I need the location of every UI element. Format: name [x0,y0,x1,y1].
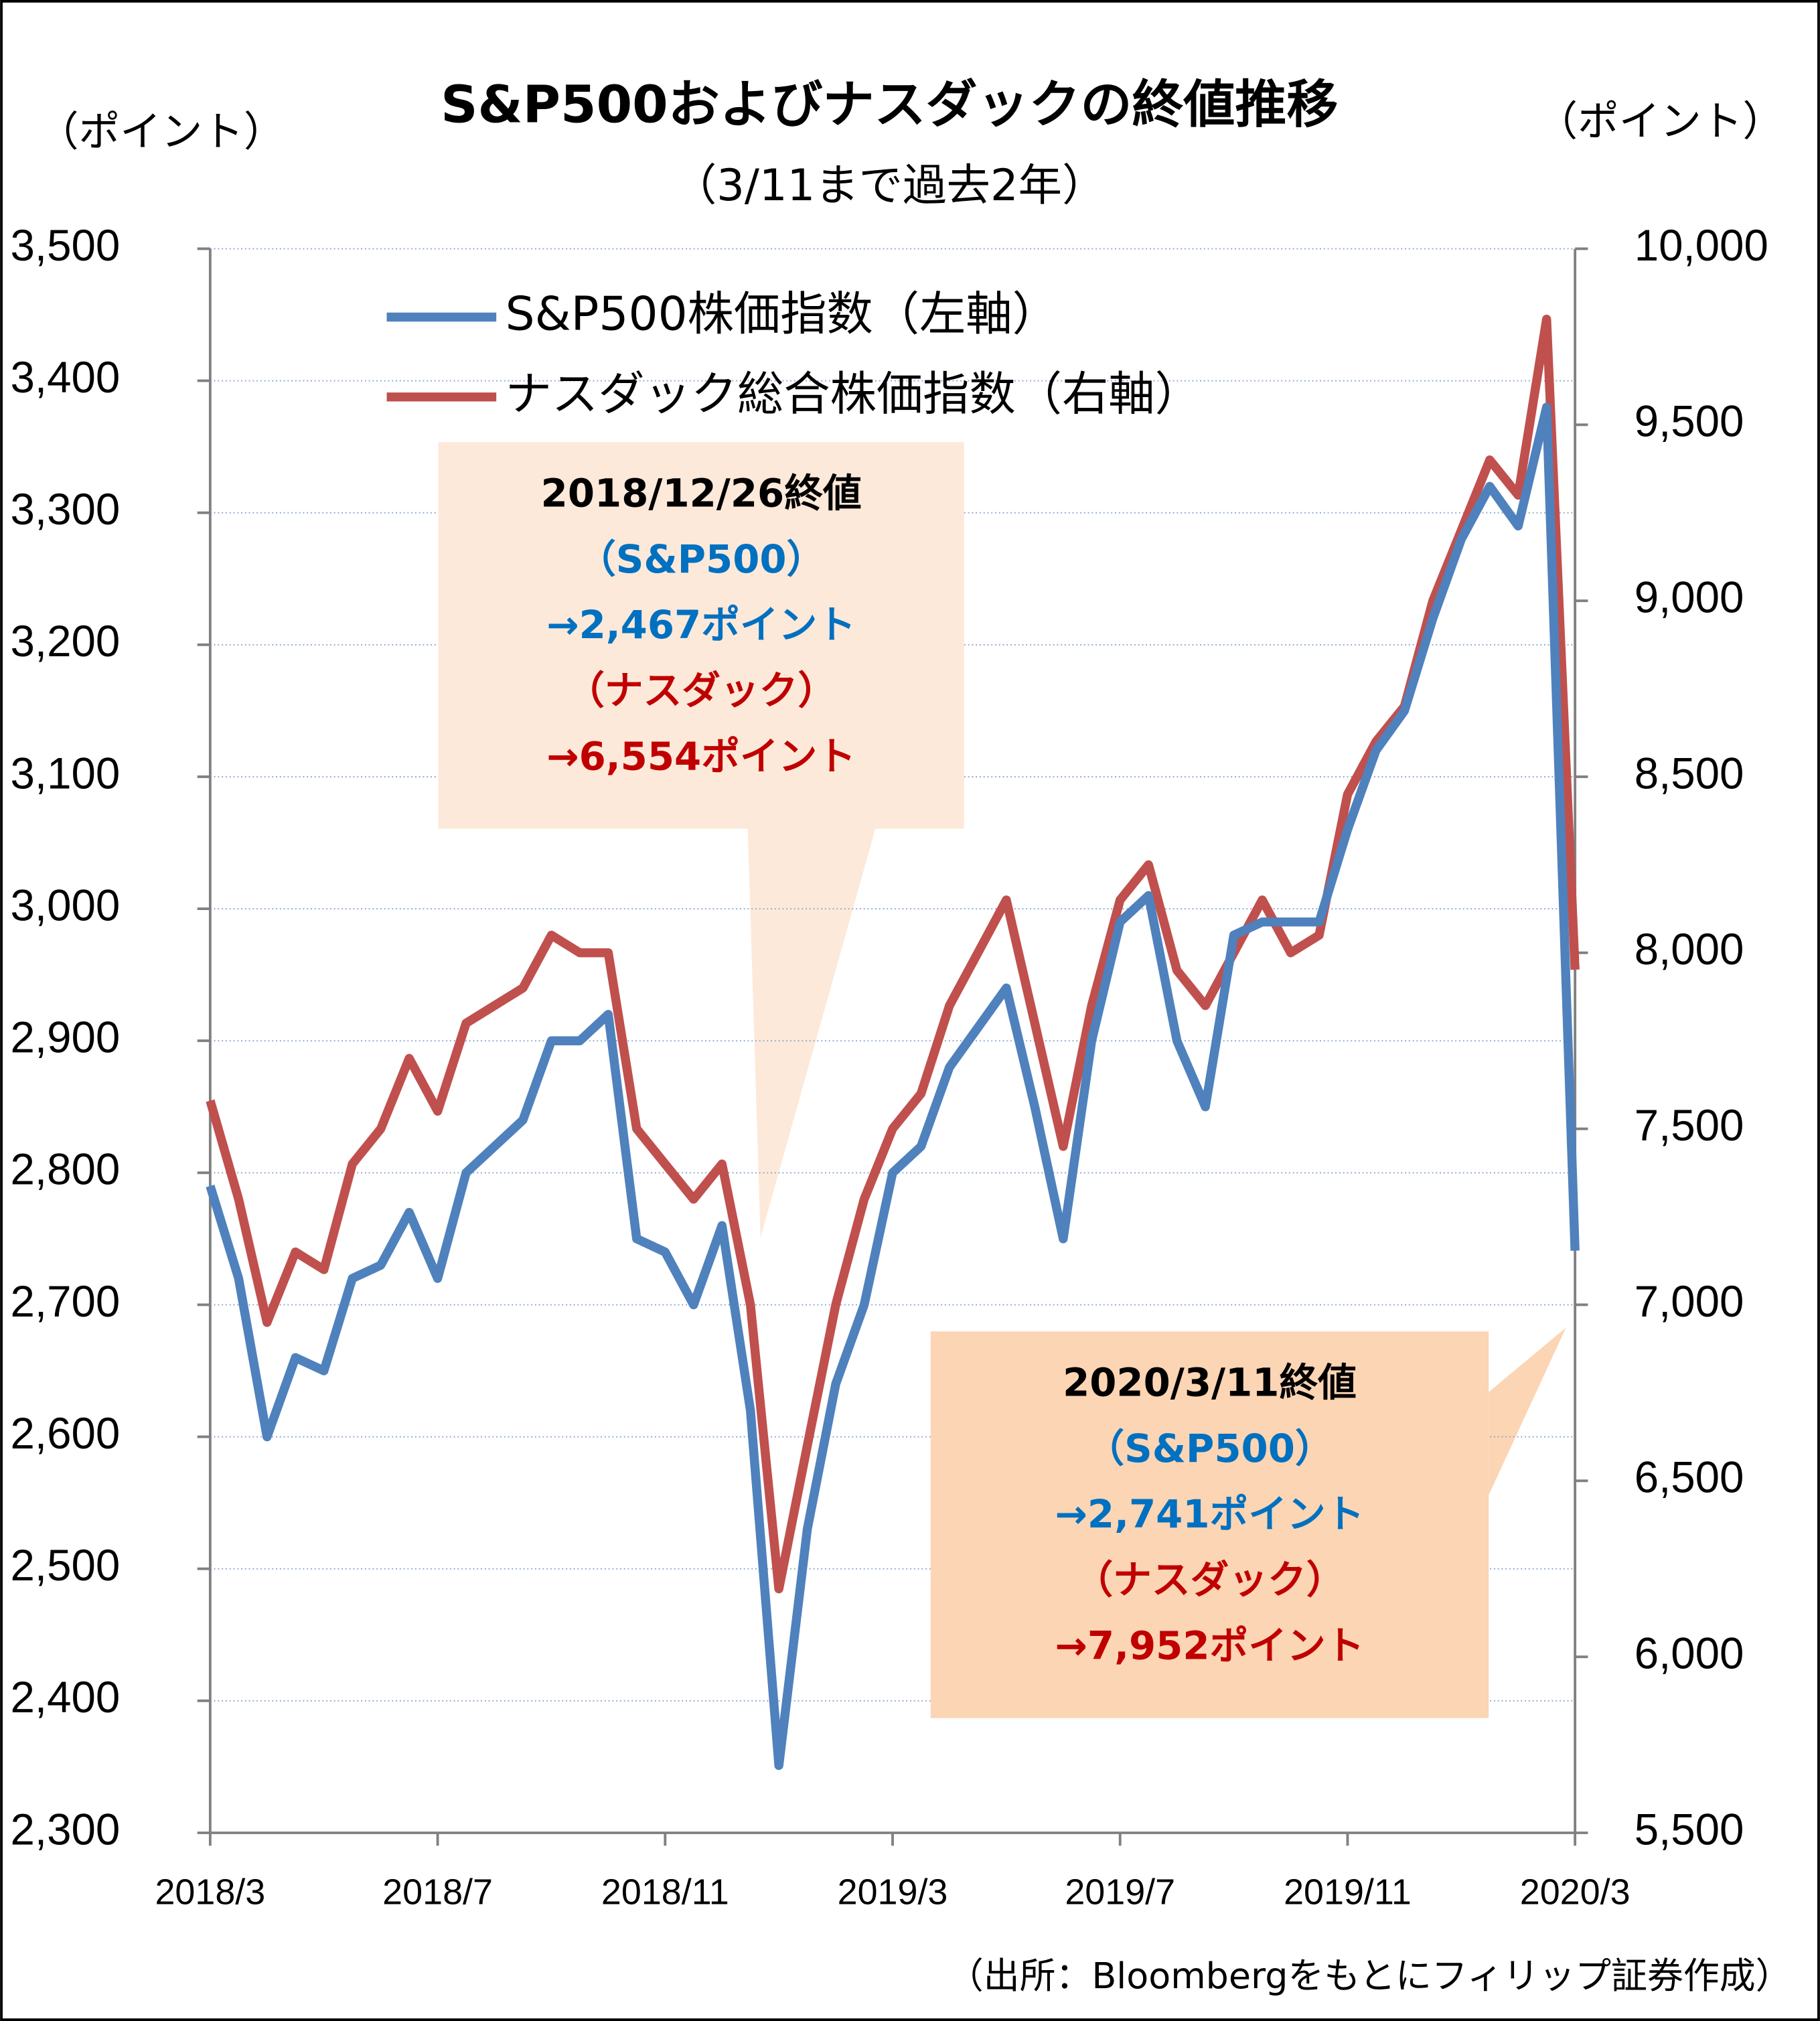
y-tick-label: 3,500 [11,221,121,270]
source-note: （出所：Bloombergをもとにフィリップ証券作成） [947,1955,1792,1997]
y-tick-label: 3,000 [11,881,121,929]
y2-tick-label: 7,500 [1635,1101,1744,1150]
y2-tick-label: 9,000 [1635,573,1744,621]
series-line [206,314,1580,1594]
y2-unit-label: （ポイント） [1536,97,1783,145]
annotation-text: （ナスダック） [566,668,836,713]
x-tick-label: 2019/7 [1065,1872,1175,1913]
y2-tick-label: 8,000 [1635,925,1744,974]
legend-label: ナスダック総合株価指数（右軸） [506,368,1201,421]
x-tick-label: 2018/7 [382,1872,493,1913]
x-tick-label: 2019/3 [838,1872,948,1913]
y-tick-label: 2,700 [11,1277,121,1326]
y-tick-label: 2,600 [11,1409,121,1458]
x-tick-label: 2019/11 [1284,1872,1412,1913]
annotation-text: →6,554ポイント [546,733,856,779]
x-tick-label: 2020/3 [1520,1872,1631,1913]
x-tick-label: 2018/11 [601,1872,729,1913]
y-tick-label: 3,200 [11,617,121,666]
y-tick-label: 2,800 [11,1145,121,1194]
y-tick-label: 3,100 [11,749,121,798]
x-tick-label: 2018/3 [155,1872,265,1913]
series-line [206,402,1580,1771]
annotation-box [930,1331,1489,1718]
y2-tick-label: 6,500 [1635,1453,1744,1502]
y2-tick-label: 10,000 [1635,221,1768,270]
annotation-text: （ナスダック） [1074,1557,1345,1602]
y2-tick-label: 8,500 [1635,749,1744,798]
y-tick-label: 3,300 [11,485,121,534]
annotation-text: （S&P500） [1085,1426,1333,1471]
callout-pointer [747,824,877,1238]
y-tick-label: 2,900 [11,1013,121,1062]
chart-subtitle: （3/11まで過去2年） [673,160,1106,211]
callout-pointer [1489,1327,1566,1495]
annotation-text: 2020/3/11終値 [1063,1360,1357,1406]
annotation-text: （S&P500） [577,536,825,582]
chart-title: S&P500およびナスダックの終値推移 [441,76,1338,135]
y2-tick-label: 9,500 [1635,397,1744,446]
legend-label: S&P500株価指数（左軸） [506,288,1059,342]
y-unit-label: （ポイント） [37,107,285,155]
y-tick-label: 2,500 [11,1541,121,1590]
annotation-box [438,442,964,829]
y2-tick-label: 7,000 [1635,1277,1744,1326]
annotation-text: →2,741ポイント [1055,1491,1365,1537]
y2-tick-label: 5,500 [1635,1805,1744,1854]
y-tick-label: 2,300 [11,1805,121,1854]
annotation-text: →2,467ポイント [546,602,856,648]
y-tick-label: 2,400 [11,1673,121,1722]
annotation-text: 2018/12/26終値 [541,471,862,516]
annotation-text: →7,952ポイント [1055,1623,1365,1668]
y2-tick-label: 6,000 [1635,1629,1744,1677]
y-tick-label: 3,400 [11,353,121,402]
